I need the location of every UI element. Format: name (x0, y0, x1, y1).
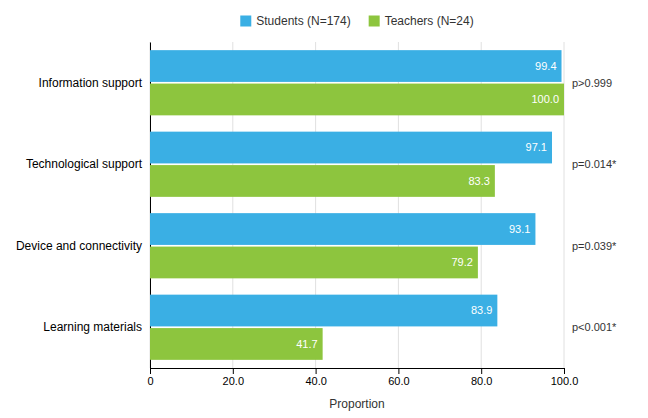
tick-label: 80.0 (471, 375, 492, 387)
tick-mark (398, 368, 399, 374)
tick: Information support (39, 76, 143, 90)
bar (150, 84, 564, 116)
chart-container: 0 20.0 40.0 60.0 80.0 100.0 Learning materials… (0, 0, 648, 418)
data-label: 41.7 (296, 338, 317, 350)
annotation: p=0.039* (572, 240, 617, 252)
bar (150, 328, 323, 360)
legend-label: Students (N=174) (256, 14, 350, 28)
grid (150, 42, 564, 368)
annotation: p=0.014* (572, 158, 617, 170)
chart: 0 20.0 40.0 60.0 80.0 100.0 Learning materials… (0, 0, 648, 418)
tick-label: Information support (39, 76, 143, 90)
legend-swatch (369, 16, 380, 27)
bar (150, 132, 552, 164)
annotation: p<0.001* (572, 321, 617, 333)
tick: 60.0 (388, 368, 409, 387)
data-label: 83.9 (471, 304, 492, 316)
tick-label: 60.0 (388, 375, 409, 387)
data-label: 93.1 (509, 223, 530, 235)
tick-mark (564, 368, 565, 374)
tick: Technological support (26, 157, 143, 171)
legend: Students (N=174) Teachers (N=24) (240, 14, 473, 28)
tick-label: Technological support (26, 157, 143, 171)
tick: 20.0 (223, 368, 244, 387)
plot: 0 20.0 40.0 60.0 80.0 100.0 Learning materials… (16, 42, 617, 387)
annotations: p<0.001* p=0.039* p=0.014* p>0.999 (572, 77, 617, 334)
bar (150, 295, 497, 327)
bar (150, 50, 562, 82)
tick: 80.0 (471, 368, 492, 387)
tick-label: Learning materials (43, 320, 142, 334)
annotation: p>0.999 (572, 77, 612, 89)
legend-item: Teachers (N=24) (369, 14, 474, 28)
tick: 0 (147, 368, 153, 387)
data-label: 97.1 (526, 141, 547, 153)
data-label: 100.0 (531, 93, 559, 105)
tick: Device and connectivity (16, 239, 142, 253)
data-labels: 83.9 93.1 97.1 99.4 41.7 79.2 83.3 100.0 (296, 60, 559, 350)
legend-swatch (240, 16, 251, 27)
tick: 100.0 (551, 368, 579, 387)
tick-mark (150, 368, 151, 374)
legend-label: Teachers (N=24) (385, 14, 474, 28)
tick-mark (481, 368, 482, 374)
bars (150, 50, 564, 360)
bar (150, 165, 495, 197)
legend-item: Students (N=174) (240, 14, 350, 28)
tick: 40.0 (305, 368, 326, 387)
bar (150, 213, 535, 245)
tick-mark (316, 368, 317, 374)
tick-mark (233, 368, 234, 374)
tick: Learning materials (43, 320, 142, 334)
tick-label: Device and connectivity (16, 239, 142, 253)
y-axis: Learning materials Device and connectivit… (16, 43, 151, 369)
data-label: 83.3 (468, 175, 489, 187)
data-label: 99.4 (535, 60, 556, 72)
data-label: 79.2 (451, 256, 472, 268)
tick-label: 0 (147, 375, 153, 387)
bar (150, 247, 478, 279)
axis-title: Proportion (329, 397, 384, 411)
tick-label: 20.0 (223, 375, 244, 387)
axis-line (151, 369, 565, 375)
tick-label: 40.0 (305, 375, 326, 387)
tick-label: 100.0 (551, 375, 579, 387)
x-axis: 0 20.0 40.0 60.0 80.0 100.0 (147, 368, 578, 387)
